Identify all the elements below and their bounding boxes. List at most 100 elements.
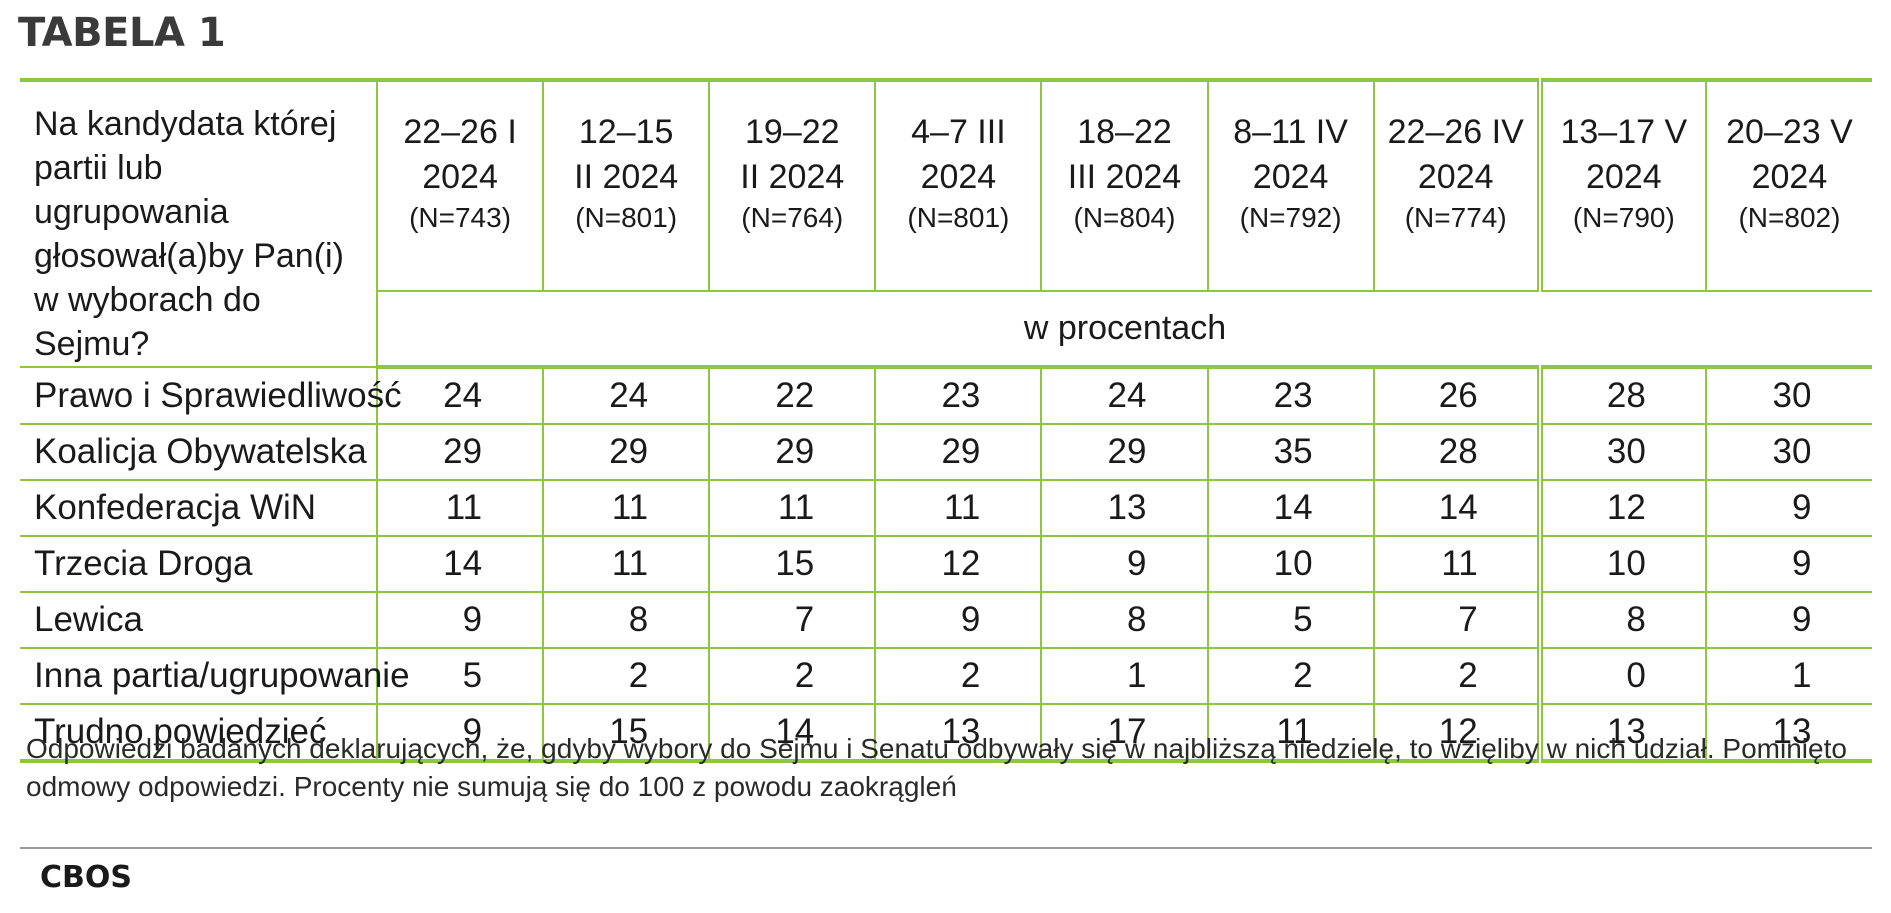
period-dates: 20–23 V 2024 [1726, 113, 1853, 196]
unit-row: w procentach [20, 289, 1872, 370]
table-cell: 29 [1040, 423, 1209, 481]
cell-value: 14 [1438, 488, 1478, 527]
cell-value: 11 [1276, 712, 1313, 751]
table-cell: 22 [708, 366, 877, 425]
period-sample-size: (N=792) [1239, 202, 1342, 233]
cell-value: 5 [1293, 600, 1313, 639]
table-cell: 13 [874, 703, 1043, 763]
table-cell: 2 [874, 647, 1043, 705]
cell-value: 9 [1791, 600, 1812, 639]
period-dates: 22–26 IV 2024 [1387, 113, 1524, 196]
table-cell: 17 [1040, 703, 1209, 763]
table-cell: 5 [375, 647, 545, 705]
cell-value: 22 [775, 376, 815, 415]
period-sample-size: (N=802) [1738, 202, 1841, 233]
table-cell: 29 [708, 423, 877, 481]
cell-value: 9 [960, 600, 981, 639]
table-cell: 8 [542, 591, 711, 649]
cell-value: 9 [1791, 488, 1812, 527]
cell-value: 35 [1273, 432, 1313, 471]
table-row: Koalicja Obywatelska 29 29 29 29 29 35 28 30 30 [20, 423, 1872, 481]
table-cell: 10 [1536, 535, 1707, 593]
table-cell: 14 [1372, 479, 1541, 537]
table-cell: 30 [1704, 423, 1872, 481]
period-sample-size: (N=801) [575, 202, 678, 233]
table-cell: 11 [708, 479, 877, 537]
cell-value: 8 [1127, 600, 1147, 639]
table-cell: 26 [1372, 366, 1541, 425]
cell-value: 26 [1438, 376, 1478, 415]
unit-label: w procentach [377, 289, 1872, 370]
cell-value: 13 [1107, 488, 1147, 527]
cell-value: 12 [1438, 712, 1478, 751]
cell-value: 17 [1107, 712, 1147, 751]
question-header: Na kandydata której partii lub ugrupowan… [20, 78, 378, 368]
period-header-8: 13–17 V 2024 (N=790) [1536, 78, 1707, 292]
cell-value: 10 [1273, 544, 1313, 583]
cell-value: 29 [443, 432, 483, 471]
table-cell: 9 [375, 703, 545, 763]
table-cell: 35 [1206, 423, 1375, 481]
table-cell: 24 [542, 366, 711, 425]
header-row: Na kandydata której partii lub ugrupowan… [20, 78, 1872, 368]
table-cell: 9 [375, 591, 545, 649]
row-label: Konfederacja WiN [20, 479, 378, 537]
table-row: Trzecia Droga 14 11 15 12 9 10 11 10 9 [20, 535, 1872, 593]
cell-value: 13 [1606, 712, 1646, 751]
table-cell: 11 [1372, 535, 1541, 593]
cell-value: 5 [462, 656, 483, 695]
table-row: Konfederacja WiN 11 11 11 11 13 14 14 12 9 [20, 479, 1872, 537]
table-cell: 9 [874, 591, 1043, 649]
period-sample-size: (N=774) [1404, 202, 1507, 233]
cell-value: 11 [944, 488, 981, 527]
table-cell: 9 [1704, 591, 1872, 649]
cell-value: 24 [443, 376, 483, 415]
cell-value: 28 [1438, 432, 1478, 471]
cell-value: 11 [445, 488, 483, 527]
cell-value: 30 [1606, 432, 1646, 471]
cell-value: 30 [1772, 376, 1812, 415]
period-sample-size: (N=804) [1073, 202, 1176, 233]
table-cell: 15 [542, 703, 711, 763]
cell-value: 9 [1127, 544, 1147, 583]
cell-value: 1 [1127, 656, 1147, 695]
table-cell: 30 [1536, 423, 1707, 481]
cell-value: 1 [1791, 656, 1812, 695]
table-cell: 12 [1536, 479, 1707, 537]
row-label: Lewica [20, 591, 378, 649]
table-cell: 24 [375, 366, 545, 425]
period-dates: 22–26 I 2024 [403, 113, 517, 196]
cell-value: 13 [1772, 712, 1812, 751]
cell-value: 30 [1772, 432, 1812, 471]
period-header-3: 19–22 II 2024 (N=764) [708, 78, 877, 292]
period-header-2: 12–15 II 2024 (N=801) [542, 78, 711, 292]
period-dates: 12–15 II 2024 [574, 113, 679, 196]
cell-value: 0 [1626, 656, 1646, 695]
table-cell: 29 [375, 423, 545, 481]
table-cell: 9 [1704, 479, 1872, 537]
table-cell: 11 [542, 535, 711, 593]
period-dates: 8–11 IV 2024 [1233, 113, 1348, 196]
table-cell: 28 [1536, 366, 1707, 425]
poll-table: Na kandydata której partii lub ugrupowan… [20, 78, 1872, 763]
cell-value: 9 [1791, 544, 1812, 583]
table-cell: 28 [1372, 423, 1541, 481]
table-cell: 13 [1704, 703, 1872, 763]
cell-value: 9 [462, 600, 483, 639]
period-header-4: 4–7 III 2024 (N=801) [874, 78, 1043, 292]
period-sample-size: (N=764) [741, 202, 844, 233]
cell-value: 23 [1273, 376, 1313, 415]
table-cell: 13 [1536, 703, 1707, 763]
footnote: Odpowiedzi badanych deklarujących, że, g… [26, 733, 1847, 802]
table-cell: 15 [708, 535, 877, 593]
cell-value: 11 [777, 488, 815, 527]
table-cell: 12 [1372, 703, 1541, 763]
table-cell: 10 [1206, 535, 1375, 593]
cell-value: 2 [628, 656, 649, 695]
table-cell: 30 [1704, 366, 1872, 425]
table-cell: 29 [874, 423, 1043, 481]
cell-value: 8 [1626, 600, 1646, 639]
row-label: Koalicja Obywatelska [20, 423, 378, 481]
cell-value: 11 [1441, 544, 1478, 583]
table-cell: 14 [1206, 479, 1375, 537]
